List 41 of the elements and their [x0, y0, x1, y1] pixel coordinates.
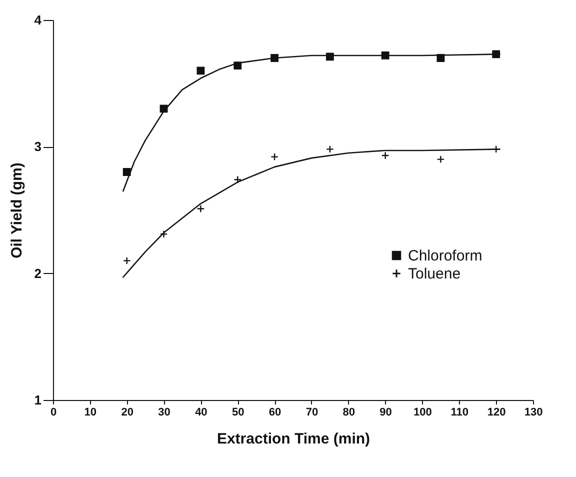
point — [234, 62, 242, 70]
x-axis-title: Extraction Time (min) — [216, 430, 370, 448]
line-series — [122, 148, 500, 278]
x-tick-label: 100 — [414, 406, 432, 418]
x-tick-label: 130 — [524, 406, 543, 418]
x-tick-label: 50 — [232, 406, 244, 418]
point — [492, 145, 500, 154]
x-tick-label: 40 — [195, 406, 208, 418]
point — [270, 152, 278, 161]
x-tick-label: 60 — [268, 406, 282, 418]
point — [381, 52, 390, 60]
y-tick-label: 2 — [34, 266, 42, 281]
x-tick-label: 0 — [50, 406, 57, 418]
x-tick-label: 20 — [121, 406, 134, 418]
y-tick-label: 3 — [34, 139, 42, 154]
x-tick-label: 80 — [342, 406, 356, 418]
point — [270, 54, 278, 62]
point — [436, 155, 445, 164]
point — [160, 104, 168, 113]
point — [122, 256, 131, 265]
point — [234, 176, 242, 184]
legend-label: Chloroform — [408, 248, 482, 264]
x-tick-label: 110 — [450, 406, 469, 418]
point — [436, 54, 445, 62]
point — [196, 66, 205, 75]
point — [122, 168, 131, 176]
x-tick-label: 70 — [306, 406, 318, 418]
x-tick-label: 90 — [380, 406, 392, 418]
point — [326, 145, 334, 154]
x-tick-label: 10 — [84, 406, 97, 418]
legend-label: Toluene — [408, 266, 461, 282]
y-tick-label: 4 — [34, 12, 42, 28]
point — [160, 230, 168, 238]
y-tick-label: 1 — [34, 392, 42, 408]
point — [492, 50, 500, 58]
point — [196, 204, 205, 213]
x-tick-label: 30 — [158, 406, 170, 418]
point — [381, 152, 390, 160]
point — [326, 52, 334, 61]
x-tick-label: 120 — [487, 406, 506, 418]
y-axis-title: Oil Yield (gm) — [8, 162, 26, 258]
